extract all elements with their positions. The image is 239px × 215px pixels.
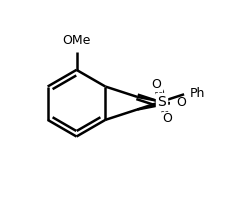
Text: O: O [155,87,164,100]
Text: S: S [157,95,166,109]
Text: Ph: Ph [189,87,205,100]
Text: O: O [151,78,161,91]
Text: O: O [176,96,186,109]
Text: O: O [162,112,172,126]
Text: OMe: OMe [62,34,91,47]
